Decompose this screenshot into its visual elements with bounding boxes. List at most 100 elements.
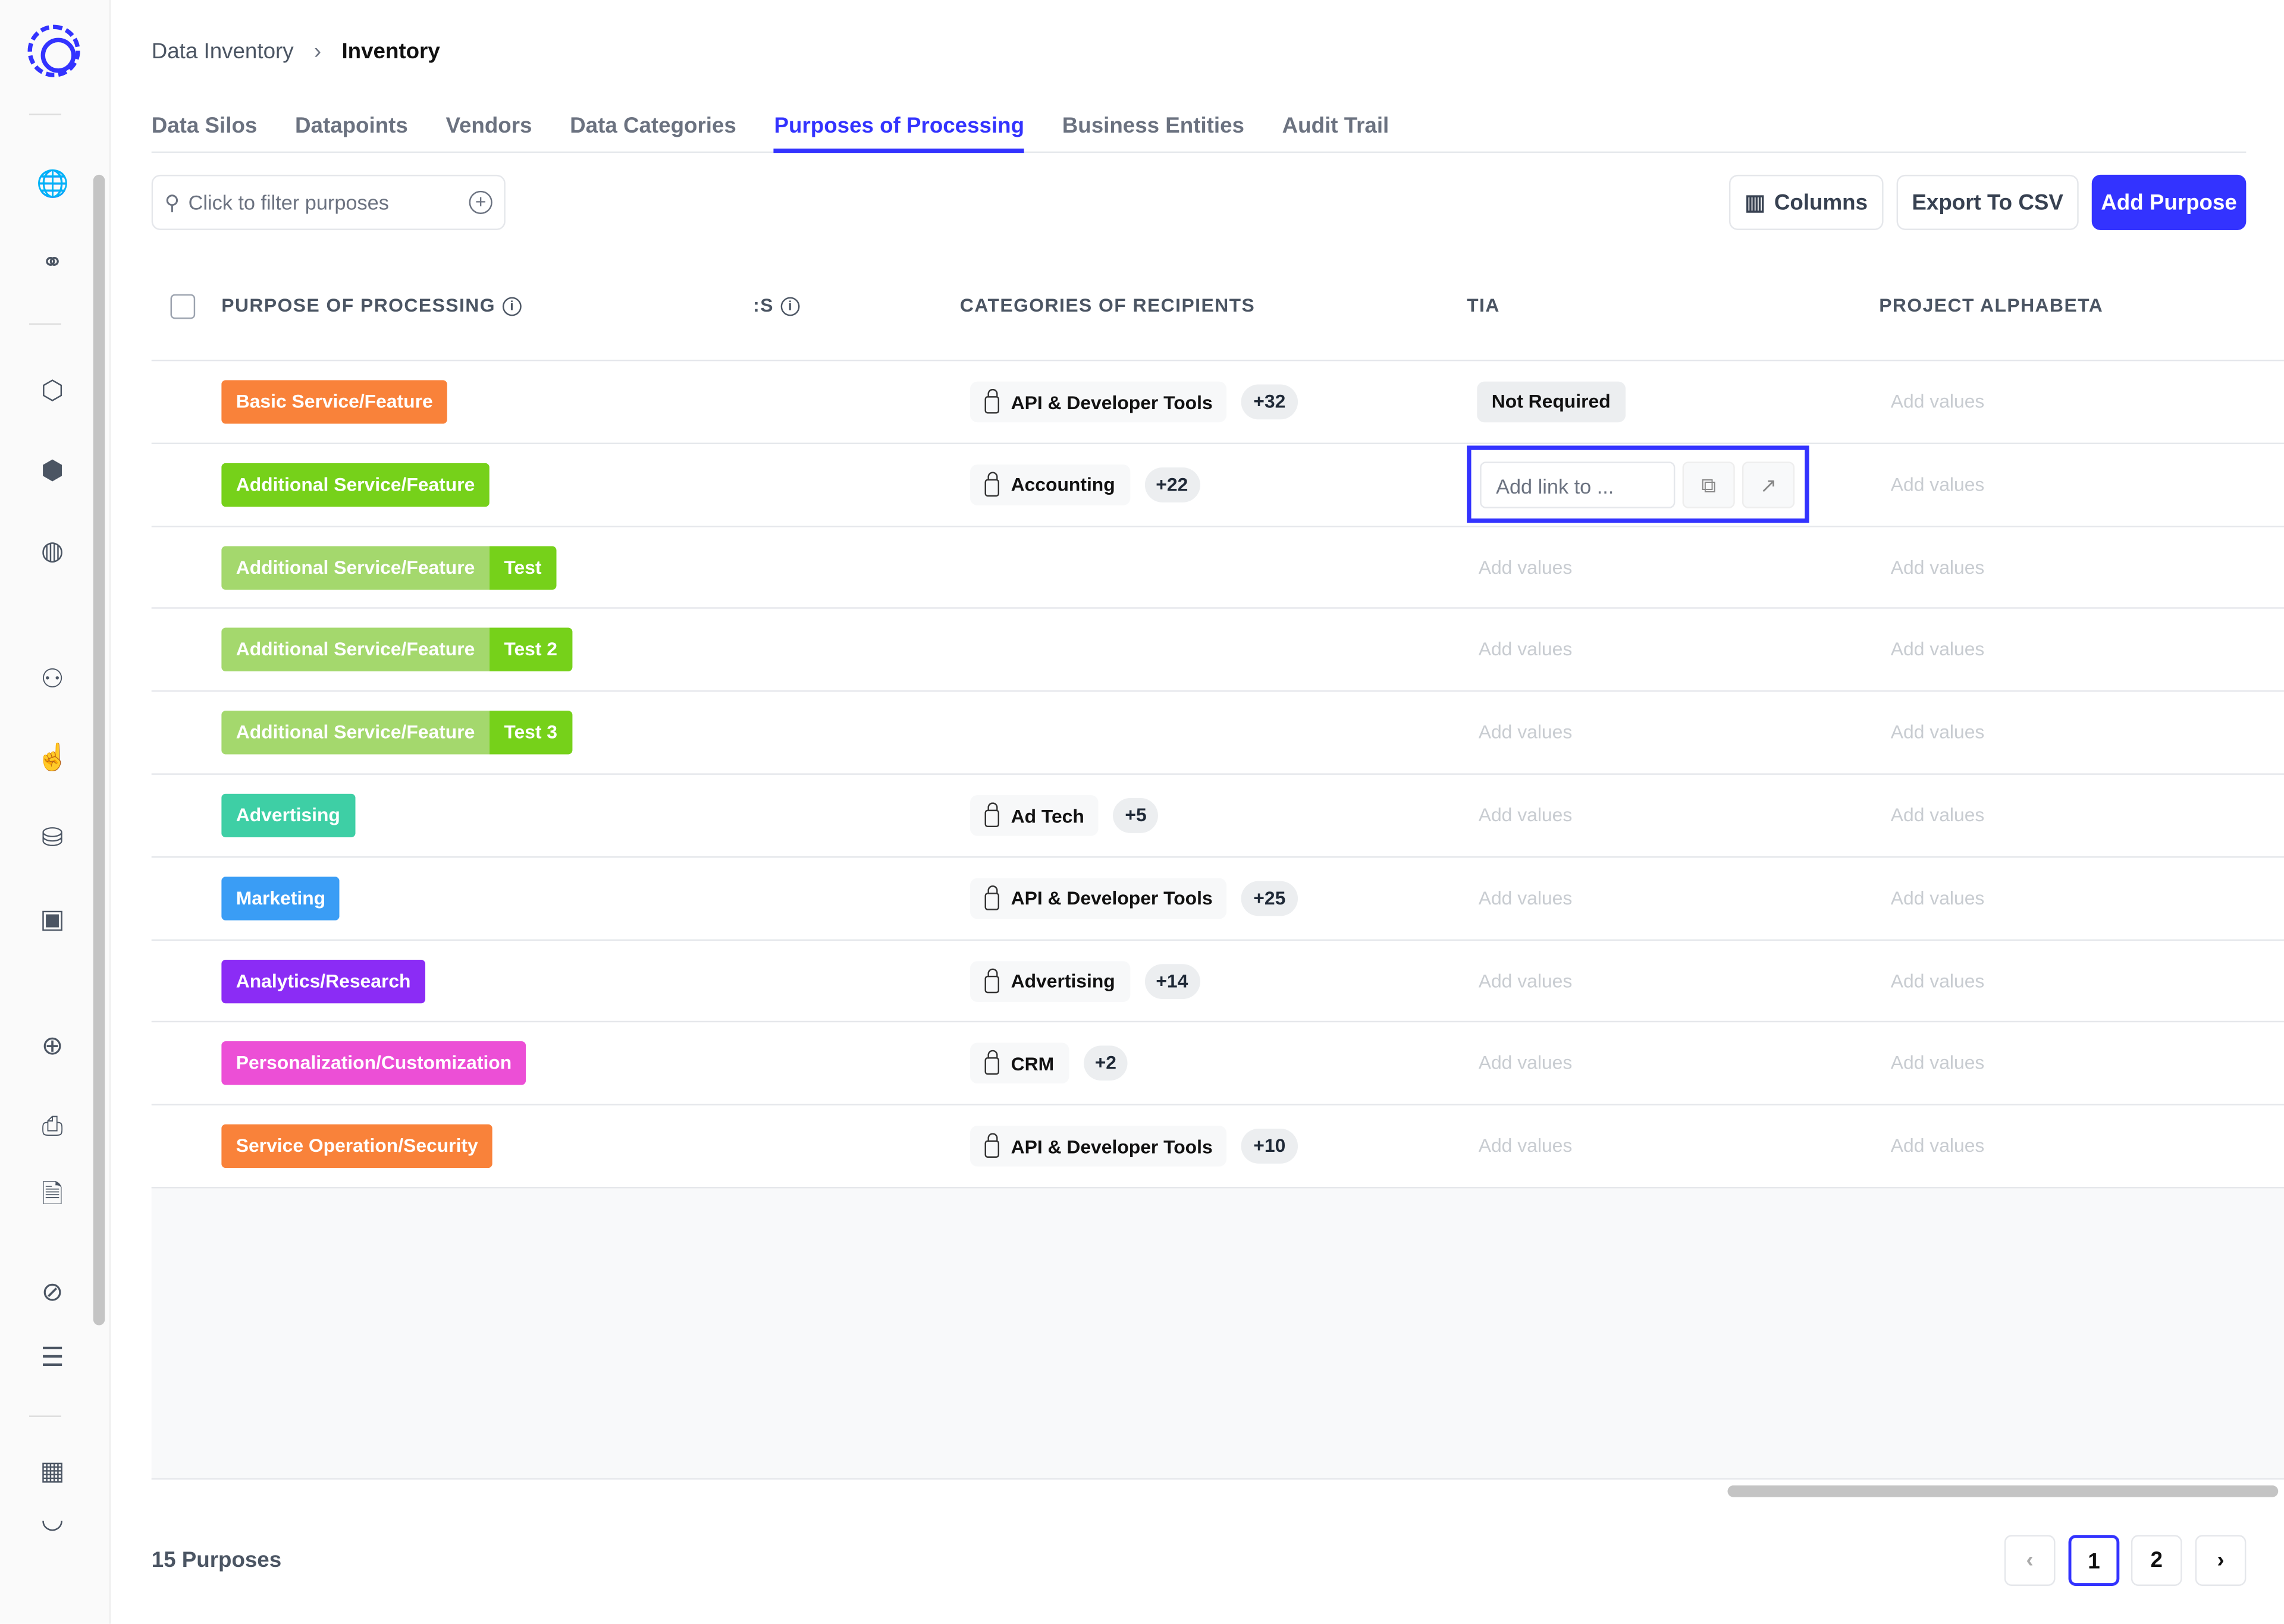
- horizontal-scrollbar[interactable]: [1727, 1485, 2279, 1497]
- project-add-values[interactable]: Add values: [1890, 555, 1985, 578]
- page-1-button[interactable]: 1: [2068, 1535, 2120, 1586]
- tab-data-silos[interactable]: Data Silos: [151, 114, 258, 139]
- table-row[interactable]: Analytics/Research Advertising +14 Add valu…: [151, 938, 2284, 1022]
- recipient-tag[interactable]: CRM: [970, 1043, 1069, 1085]
- graph-nodes-icon[interactable]: ⚭: [41, 247, 64, 277]
- table-row[interactable]: Additional Service/Feature Accounting +22 A…: [151, 442, 2284, 526]
- table-row[interactable]: Personalization/Customization CRM +2 Add va…: [151, 1021, 2284, 1105]
- globe-icon[interactable]: ◍: [40, 536, 64, 566]
- add-purpose-button[interactable]: Add Purpose: [2091, 174, 2247, 230]
- purpose-tag[interactable]: Additional Service/Feature: [221, 463, 490, 507]
- table-row[interactable]: Additional Service/Feature Test 3 Add valu…: [151, 690, 2284, 774]
- purpose-tag[interactable]: Analytics/Research: [221, 959, 425, 1003]
- more-count-badge[interactable]: +10: [1241, 1129, 1297, 1164]
- project-add-values[interactable]: Add values: [1890, 721, 1985, 743]
- project-add-values[interactable]: Add values: [1890, 969, 1985, 991]
- columns-button[interactable]: ▥ Columns: [1728, 174, 1884, 230]
- more-count-badge[interactable]: +14: [1144, 963, 1200, 999]
- column-header-partial[interactable]: :S i: [753, 294, 800, 316]
- open-link-icon[interactable]: ↗: [1742, 461, 1795, 508]
- tia-add-values[interactable]: Add values: [1478, 803, 1573, 826]
- eye-off-icon[interactable]: ◡: [40, 1504, 64, 1534]
- prev-page-button[interactable]: ‹: [2004, 1535, 2056, 1586]
- info-icon[interactable]: i: [503, 297, 522, 316]
- recipient-tag[interactable]: Ad Tech: [970, 795, 1099, 836]
- tia-add-values[interactable]: Add values: [1478, 1135, 1573, 1157]
- recipient-tag[interactable]: API & Developer Tools: [970, 1126, 1228, 1167]
- project-add-values[interactable]: Add values: [1890, 1052, 1985, 1074]
- column-header-recipients[interactable]: CATEGORIES OF RECIPIENTS: [959, 294, 1256, 316]
- select-all-checkbox[interactable]: [170, 294, 196, 319]
- column-header-project-alphabeta[interactable]: PROJECT ALPHABETA: [1879, 294, 2104, 316]
- table-row[interactable]: Additional Service/Feature Test Add values…: [151, 525, 2284, 608]
- sidebar-scrollbar[interactable]: [93, 174, 105, 1325]
- purpose-tag[interactable]: Additional Service/Feature Test 3: [221, 711, 572, 755]
- cube-icon[interactable]: ⬡: [40, 375, 64, 405]
- recipient-tag[interactable]: Accounting: [970, 464, 1130, 505]
- globe-lock-icon[interactable]: 🌐: [36, 169, 70, 199]
- document-search-icon[interactable]: ⎙: [42, 1111, 63, 1141]
- table-row[interactable]: Marketing API & Developer Tools +25 Add val…: [151, 856, 2284, 940]
- more-count-badge[interactable]: +25: [1241, 881, 1297, 916]
- info-icon[interactable]: i: [781, 297, 800, 316]
- recipient-cell[interactable]: Ad Tech +5: [970, 795, 1159, 836]
- purpose-tag[interactable]: Basic Service/Feature: [221, 380, 448, 424]
- purpose-tag[interactable]: Service Operation/Security: [221, 1124, 493, 1168]
- tia-add-values[interactable]: Add values: [1478, 969, 1573, 991]
- recipient-tag[interactable]: API & Developer Tools: [970, 381, 1228, 423]
- tia-add-values[interactable]: Add values: [1478, 1052, 1573, 1074]
- more-count-badge[interactable]: +22: [1144, 467, 1200, 502]
- contact-card-icon[interactable]: ▣: [40, 904, 65, 934]
- more-count-badge[interactable]: +5: [1113, 798, 1159, 833]
- recipient-cell[interactable]: Accounting +22: [970, 464, 1200, 505]
- tia-link-input[interactable]: Add link to ...: [1480, 461, 1676, 508]
- add-filter-icon[interactable]: +: [469, 190, 492, 215]
- tab-audit-trail[interactable]: Audit Trail: [1282, 114, 1389, 139]
- tab-business-entities[interactable]: Business Entities: [1062, 114, 1244, 139]
- compass-icon[interactable]: ⊘: [41, 1277, 64, 1306]
- purpose-tag[interactable]: Marketing: [221, 876, 340, 921]
- tia-value[interactable]: Not Required: [1477, 381, 1626, 423]
- next-page-button[interactable]: ›: [2195, 1535, 2247, 1586]
- tia-add-values[interactable]: Add values: [1478, 638, 1573, 661]
- purpose-tag[interactable]: Advertising: [221, 793, 355, 838]
- recipient-cell[interactable]: Advertising +14: [970, 960, 1200, 1001]
- project-add-values[interactable]: Add values: [1890, 390, 1985, 413]
- logo[interactable]: [27, 24, 80, 77]
- tia-add-values[interactable]: Add values: [1478, 886, 1573, 909]
- tab-vendors[interactable]: Vendors: [445, 114, 532, 139]
- recipient-tag[interactable]: API & Developer Tools: [970, 878, 1228, 919]
- project-add-values[interactable]: Add values: [1890, 803, 1985, 826]
- table-row[interactable]: Advertising Ad Tech +5 Add values Add values: [151, 773, 2284, 856]
- purpose-tag[interactable]: Personalization/Customization: [221, 1041, 526, 1086]
- tab-purposes-of-processing[interactable]: Purposes of Processing: [774, 114, 1025, 153]
- breadcrumb-parent[interactable]: Data Inventory: [151, 39, 294, 64]
- tab-data-categories[interactable]: Data Categories: [570, 114, 736, 139]
- list-sparkle-icon[interactable]: ☰: [40, 1342, 64, 1372]
- purpose-tag[interactable]: Additional Service/Feature Test 2: [221, 628, 572, 672]
- search-box-icon[interactable]: ⊕: [41, 1031, 64, 1060]
- column-header-tia[interactable]: TIA: [1467, 294, 1500, 316]
- database-check-icon[interactable]: ⛁: [41, 822, 64, 852]
- project-add-values[interactable]: Add values: [1890, 473, 1985, 495]
- filter-input[interactable]: ⚲ Click to filter purposes +: [151, 174, 506, 230]
- cubes-icon[interactable]: ⬢: [40, 456, 64, 485]
- users-icon[interactable]: ⚇: [40, 664, 64, 693]
- recipient-tag[interactable]: Advertising: [970, 960, 1130, 1001]
- project-add-values[interactable]: Add values: [1890, 886, 1985, 909]
- tia-add-values[interactable]: Add values: [1478, 555, 1573, 578]
- recipient-cell[interactable]: CRM +2: [970, 1043, 1128, 1085]
- copy-icon[interactable]: ⧉: [1682, 461, 1735, 508]
- more-count-badge[interactable]: +32: [1241, 384, 1297, 420]
- purpose-tag[interactable]: Additional Service/Feature Test: [221, 545, 556, 589]
- recipient-cell[interactable]: API & Developer Tools +25: [970, 878, 1297, 919]
- table-row[interactable]: Basic Service/Feature API & Developer Too…: [151, 359, 2284, 443]
- more-count-badge[interactable]: +2: [1083, 1046, 1128, 1082]
- column-header-purpose[interactable]: PURPOSE OF PROCESSING i: [221, 294, 522, 316]
- recipient-cell[interactable]: API & Developer Tools +32: [970, 381, 1297, 423]
- page-2-button[interactable]: 2: [2131, 1535, 2182, 1586]
- table-row[interactable]: Additional Service/Feature Test 2 Add valu…: [151, 608, 2284, 691]
- project-add-values[interactable]: Add values: [1890, 1135, 1985, 1157]
- thumbs-check-icon[interactable]: ☝: [36, 742, 70, 772]
- table-row[interactable]: Service Operation/Security API & Develope…: [151, 1104, 2284, 1188]
